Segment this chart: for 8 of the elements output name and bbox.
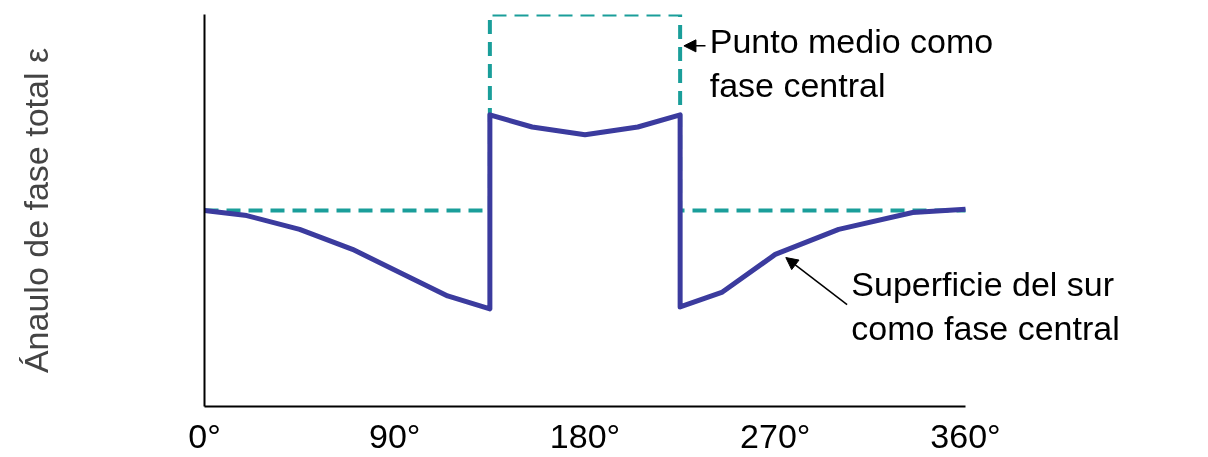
x-tick-label: 0° (188, 416, 221, 455)
annotation: Superficie del sur como fase central (851, 265, 1120, 348)
x-tick-label: 180° (549, 416, 621, 455)
x-tick-label: 90° (369, 416, 421, 455)
y-axis-title: Ánaulo de fase total ε (16, 47, 55, 374)
x-tick-label: 270° (740, 416, 811, 455)
x-tick-label: 360° (930, 416, 1001, 455)
annotation: Punto medio como fase central (709, 22, 994, 105)
